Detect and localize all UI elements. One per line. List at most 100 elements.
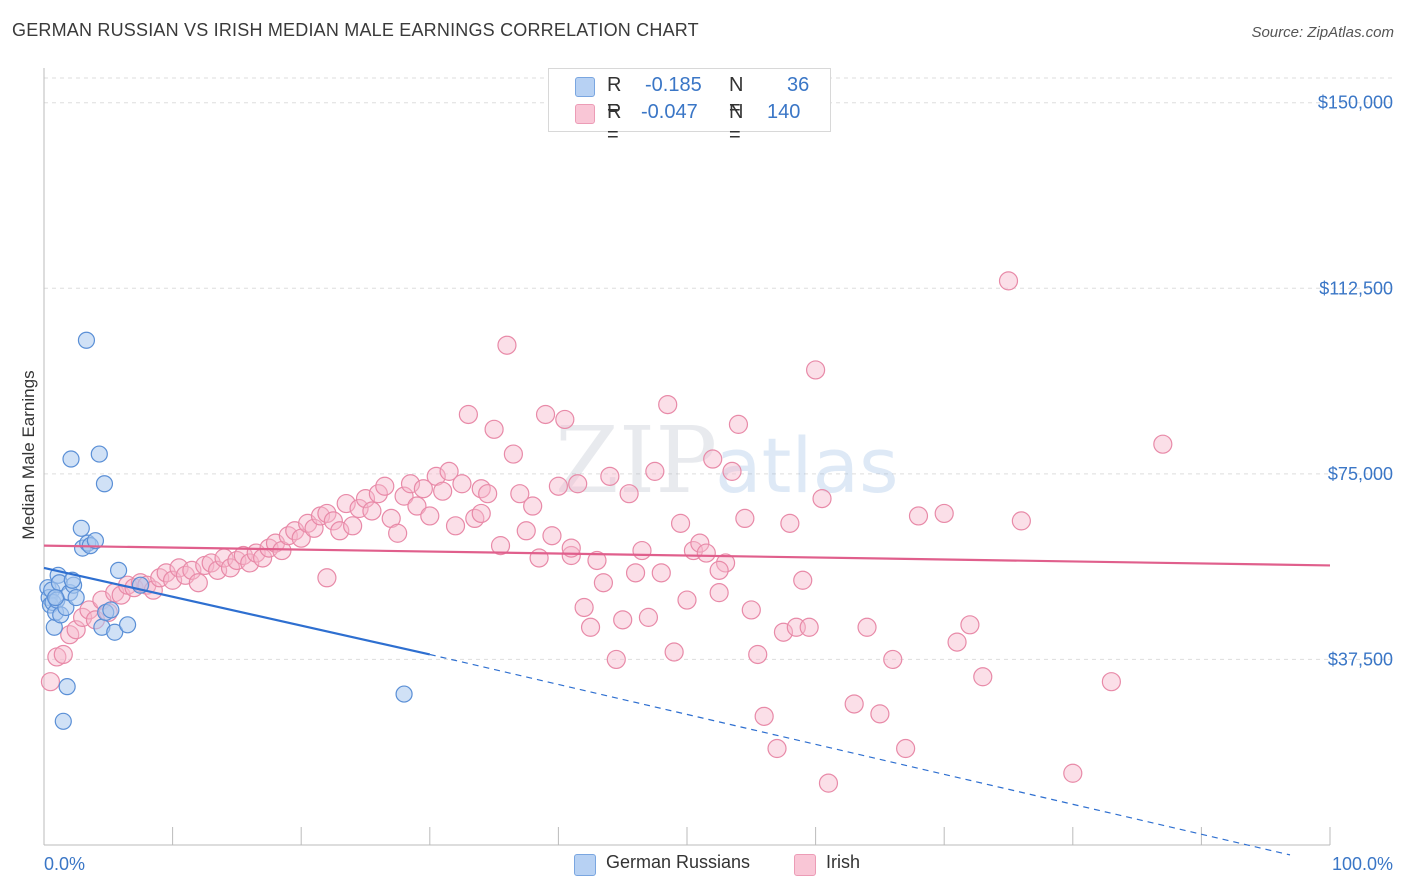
irish-point: [696, 543, 716, 563]
irish-point: [1063, 763, 1083, 783]
legend-r-value: -0.047: [641, 101, 698, 123]
irish-point: [323, 511, 343, 531]
irish-point: [703, 449, 723, 469]
irish-point: [548, 476, 569, 496]
irish-point: [555, 409, 575, 430]
german-russian-point: [58, 678, 76, 696]
irish-point: [857, 617, 877, 637]
irish-point: [677, 590, 697, 610]
irish-point: [593, 573, 614, 593]
irish-point: [722, 461, 742, 481]
irish-point: [1011, 511, 1031, 531]
irish-point: [336, 493, 356, 514]
y-tick-label: $37,500: [1328, 649, 1393, 669]
irish-point: [407, 496, 427, 516]
correlation-legend: R = -0.185 N = 36 R = -0.047 N = 140: [548, 68, 831, 146]
legend-n-value: 36: [787, 74, 810, 96]
german-russian-point: [54, 712, 72, 730]
legend-r-label: R =: [607, 101, 622, 146]
irish-point: [908, 506, 929, 526]
legend-n-label: N =: [729, 74, 744, 119]
irish-point: [799, 617, 819, 637]
irish-point: [664, 642, 684, 662]
irish-point: [362, 501, 382, 521]
irish-points: [40, 271, 1173, 793]
irish-trend-line: [43, 544, 1331, 567]
german-russian-point: [67, 588, 85, 607]
irish-point: [960, 615, 980, 635]
bottom-legend-swatch-blue: [574, 854, 596, 876]
irish-point: [471, 503, 491, 524]
irish-point: [529, 548, 549, 568]
irish-point: [523, 496, 543, 516]
y-tick-label: $112,500: [1319, 278, 1393, 298]
german-russian-points: [39, 331, 413, 730]
german-russian-point: [46, 588, 65, 607]
irish-point: [896, 738, 916, 759]
irish-point: [780, 513, 800, 533]
irish-point: [818, 773, 839, 793]
irish-point: [413, 479, 433, 499]
irish-point: [613, 610, 633, 630]
irish-point: [510, 484, 530, 504]
irish-point: [1153, 434, 1173, 454]
irish-point: [317, 568, 337, 588]
chart-title: GERMAN RUSSIAN VS IRISH MEDIAN MALE EARN…: [12, 20, 699, 40]
irish-point: [182, 560, 202, 580]
irish-point: [394, 486, 414, 506]
german-russian-point: [62, 450, 80, 468]
x-tick-label-min: 0.0%: [44, 854, 85, 874]
y-tick-label: $150,000: [1318, 93, 1393, 113]
german-russian-point: [90, 445, 108, 463]
y-tick-label: $75,000: [1328, 464, 1393, 484]
legend-n-label: N =: [729, 101, 744, 146]
axes: [43, 68, 1331, 846]
irish-point: [317, 503, 337, 524]
source-label: Source: ZipAtlas.com: [1251, 24, 1394, 41]
irish-point: [606, 649, 626, 670]
german-russian-trend-line: [43, 566, 431, 656]
german-russian-point: [395, 685, 413, 703]
irish-point: [542, 526, 562, 546]
trend-lines: [43, 544, 1331, 856]
irish-point: [651, 563, 671, 583]
irish-point: [754, 706, 774, 726]
x-tick-label-max: 100.0%: [1332, 854, 1393, 874]
irish-point: [619, 484, 639, 504]
irish-point: [220, 558, 241, 578]
irish-point: [516, 521, 536, 541]
irish-point: [330, 521, 350, 541]
irish-point: [452, 474, 472, 494]
watermark: ZIP atlas: [555, 407, 899, 514]
irish-point: [645, 461, 665, 481]
irish-point: [240, 553, 260, 573]
german-russian-point: [109, 561, 128, 579]
legend-r-label: R =: [607, 74, 622, 119]
irish-point: [709, 560, 729, 580]
irish-point: [805, 360, 826, 380]
irish-point: [163, 570, 183, 590]
irish-point: [625, 563, 646, 583]
irish-point: [375, 476, 395, 496]
irish-point: [201, 553, 221, 573]
irish-point: [156, 563, 176, 583]
irish-point: [535, 404, 556, 425]
watermark-atlas: atlas: [715, 421, 899, 510]
irish-point: [40, 672, 61, 692]
y-axis-title: Median Male Earnings: [19, 370, 38, 539]
irish-point: [568, 474, 588, 494]
irish-point: [735, 508, 755, 529]
german-russian-point: [72, 519, 90, 537]
irish-point: [433, 481, 453, 501]
irish-point: [368, 484, 388, 504]
irish-point: [304, 518, 324, 538]
x-tick-labels: 0.0% 100.0%: [44, 854, 1393, 874]
irish-point: [793, 570, 813, 590]
irish-point: [465, 508, 485, 529]
irish-point: [1101, 672, 1121, 692]
irish-point: [188, 573, 208, 593]
german-russian-trend-extension: [429, 653, 1291, 856]
irish-point: [690, 533, 710, 553]
irish-point: [420, 506, 440, 526]
